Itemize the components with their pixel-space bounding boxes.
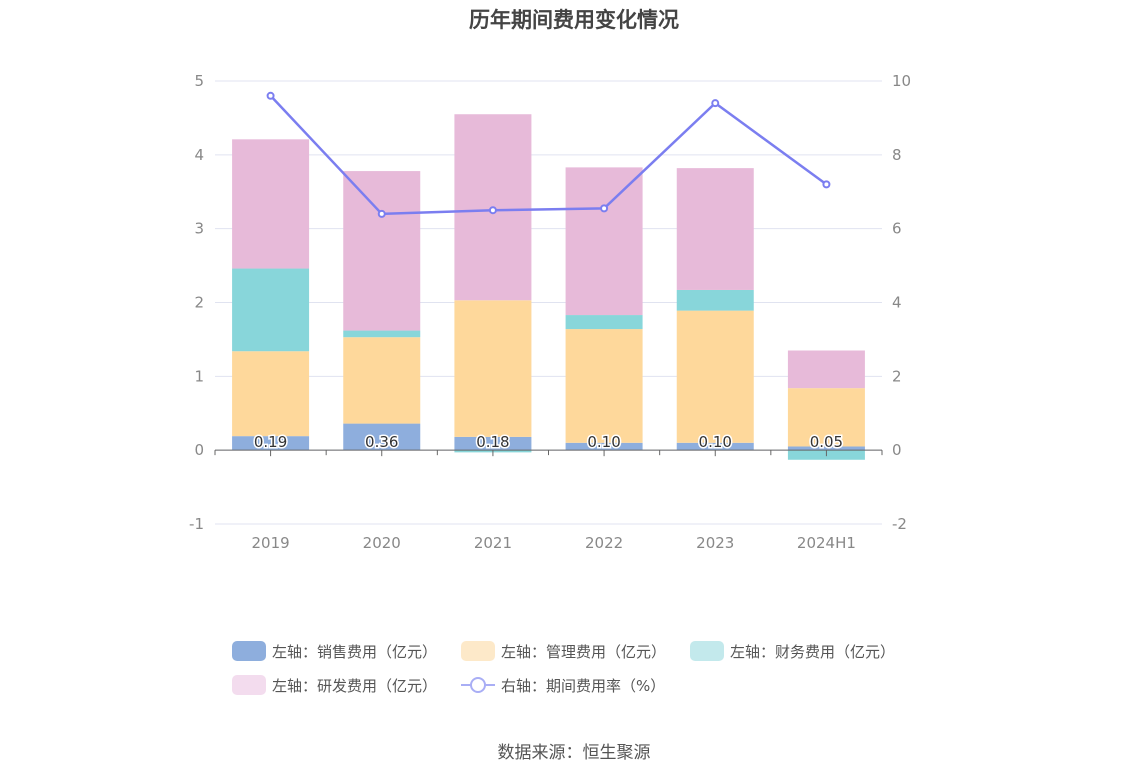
bar-segment-1-2022 [565, 329, 643, 443]
legend-swatch-rnd [232, 675, 266, 695]
legend-item-expense-ratio[interactable]: 右轴：期间费用率（%） [461, 675, 665, 696]
bar-segment-0-2022 [565, 442, 643, 451]
legend-item-rnd[interactable]: 左轴：研发费用（亿元） [232, 675, 437, 696]
bar-segment-0-2019 [232, 436, 310, 451]
legend-row-1: 左轴：销售费用（亿元） 左轴：管理费用（亿元） 左轴：财务费用（亿元） [232, 640, 932, 662]
legend-item-admin[interactable]: 左轴：管理费用（亿元） [461, 641, 666, 662]
left-axis-tick-label: 0 [194, 441, 204, 459]
data-source: 数据来源：恒生聚源 [497, 743, 651, 763]
legend-label-finance: 左轴：财务费用（亿元） [730, 642, 896, 661]
right-axis-tick-label: 6 [892, 220, 902, 238]
data-label-sales: 0.10 [587, 433, 620, 451]
bar-segment-2-2022 [565, 315, 643, 330]
bar-segment-2-2023 [676, 289, 754, 311]
legend-label-admin: 左轴：管理费用（亿元） [501, 642, 667, 661]
x-axis-tick-label: 2022 [585, 534, 623, 552]
legend-line-icon [461, 675, 496, 695]
x-axis-tick-label: 2024H1 [797, 534, 856, 552]
bar-segment-3-2024H1 [787, 350, 865, 389]
right-axis-tick-label: 2 [892, 367, 902, 385]
legend-swatch-sales [232, 641, 266, 661]
expense-ratio-line [269, 94, 828, 216]
x-axis-tick-label: 2020 [363, 534, 401, 552]
data-label-sales: 0.10 [699, 433, 732, 451]
legend-item-sales[interactable]: 左轴：销售费用（亿元） [232, 641, 437, 662]
bar-segment-3-2022 [565, 167, 643, 316]
bar-segment-1-2021 [454, 300, 532, 437]
expense-ratio-point [488, 206, 497, 215]
legend-row-2: 左轴：研发费用（亿元） 右轴：期间费用率（%） [232, 674, 932, 696]
left-axis-tick-label: 2 [194, 294, 204, 312]
x-axis-tick-label: 2023 [696, 534, 734, 552]
bar-segment-1-2019 [232, 351, 310, 437]
expense-ratio-point [266, 91, 275, 100]
right-axis-tick-label: -2 [892, 515, 907, 533]
expense-ratio-point [822, 180, 831, 189]
legend-swatch-finance [690, 641, 725, 661]
chart-title: 历年期间费用变化情况 [469, 8, 679, 32]
legend-label-rnd: 左轴：研发费用（亿元） [272, 676, 438, 695]
expense-ratio-point [711, 99, 720, 108]
bar-segment-2-2020 [343, 330, 421, 338]
legend-swatch-admin [461, 641, 496, 661]
bar-segment-0-2020 [343, 423, 421, 451]
data-label-sales: 0.19 [254, 433, 287, 451]
right-axis-tick-label: 8 [892, 146, 902, 164]
bar-segment-0-2023 [676, 442, 754, 451]
right-axis-tick-label: 10 [892, 72, 911, 90]
bar-segment-0-2024H1 [787, 446, 865, 451]
bar-segment-1-2024H1 [787, 388, 865, 447]
bar-segment-0-2021 [454, 436, 532, 451]
bar-segment-1-2020 [343, 337, 421, 424]
bar-segment-3-2019 [232, 139, 310, 269]
expense-ratio-point [377, 209, 386, 218]
data-label-sales: 0.36 [365, 433, 398, 451]
data-label-sales: 0.18 [476, 433, 509, 451]
left-axis-tick-label: 1 [194, 367, 204, 385]
right-axis-tick-label: 0 [892, 441, 902, 459]
left-axis-tick-label: 4 [194, 146, 204, 164]
bar-segment-2-2019 [232, 268, 310, 352]
bar-segment-3-2023 [676, 168, 754, 290]
x-axis-tick-label: 2021 [474, 534, 512, 552]
x-axis-tick-label: 2019 [251, 534, 289, 552]
legend-label-expense-ratio: 右轴：期间费用率（%） [501, 676, 666, 695]
expense-ratio-point [600, 204, 609, 213]
left-axis-tick-label: -1 [189, 515, 204, 533]
legend-item-finance[interactable]: 左轴：财务费用（亿元） [690, 641, 895, 662]
bar-segment-1-2023 [676, 310, 754, 443]
chart-legend: 左轴：销售费用（亿元） 左轴：管理费用（亿元） 左轴：财务费用（亿元） 左轴：研… [232, 640, 932, 708]
data-label-sales: 0.05 [810, 433, 843, 451]
left-axis-tick-label: 5 [194, 72, 204, 90]
left-axis-tick-label: 3 [194, 220, 204, 238]
right-axis-tick-label: 4 [892, 294, 902, 312]
legend-label-sales: 左轴：销售费用（亿元） [272, 642, 438, 661]
bar-segment-3-2020 [343, 171, 421, 331]
